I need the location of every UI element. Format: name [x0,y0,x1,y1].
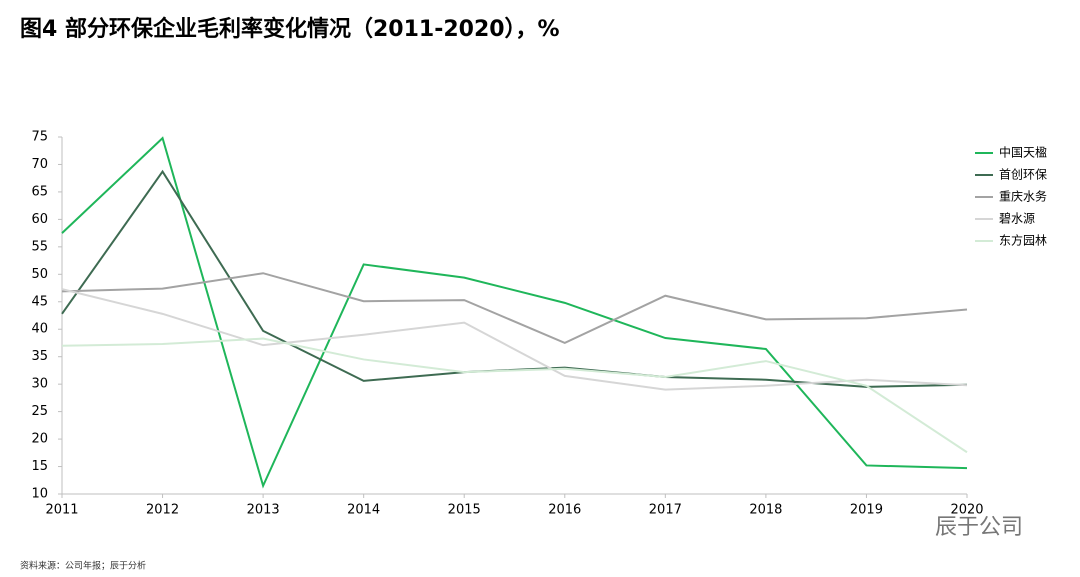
source-note: 资料来源：公司年报；辰于分析 [20,560,146,572]
x-tick-label: 2018 [749,503,782,518]
y-tick-label: 30 [31,377,48,392]
y-tick-label: 40 [31,322,48,337]
legend-label: 东方园林 [999,233,1047,248]
y-tick-label: 60 [31,212,48,227]
watermark: 辰于公司 [935,515,1023,540]
y-tick-label: 45 [31,294,48,309]
x-tick-label: 2011 [45,503,78,518]
series-line [61,288,968,391]
series-line [61,337,968,454]
y-tick-label: 10 [31,487,48,502]
chart-title: 图4 部分环保企业毛利率变化情况（2011-2020），% [20,16,560,42]
y-tick-label: 75 [31,130,48,145]
legend-label: 中国天楹 [999,145,1047,160]
x-tick-label: 2020 [950,503,983,518]
legend-label: 首创环保 [999,168,1047,182]
y-tick-label: 50 [31,267,48,282]
y-tick-label: 55 [31,239,48,254]
x-tick-label: 2013 [247,503,280,518]
x-tick-label: 2015 [448,503,481,518]
x-tick-label: 2017 [649,503,682,518]
x-tick-label: 2019 [850,503,883,518]
legend-label: 碧水源 [999,212,1035,226]
series-line [61,169,968,388]
y-tick-label: 35 [31,349,48,364]
series-line [61,272,968,345]
legend-label: 重庆水务 [999,189,1047,204]
series-line [61,136,968,489]
y-tick-label: 25 [31,404,48,419]
y-tick-label: 20 [31,432,48,447]
y-tick-label: 65 [31,184,48,199]
y-tick-label: 15 [31,459,48,474]
x-tick-label: 2014 [347,503,380,518]
x-tick-label: 2016 [548,503,581,518]
x-tick-label: 2012 [146,503,179,518]
y-tick-label: 70 [31,157,48,172]
